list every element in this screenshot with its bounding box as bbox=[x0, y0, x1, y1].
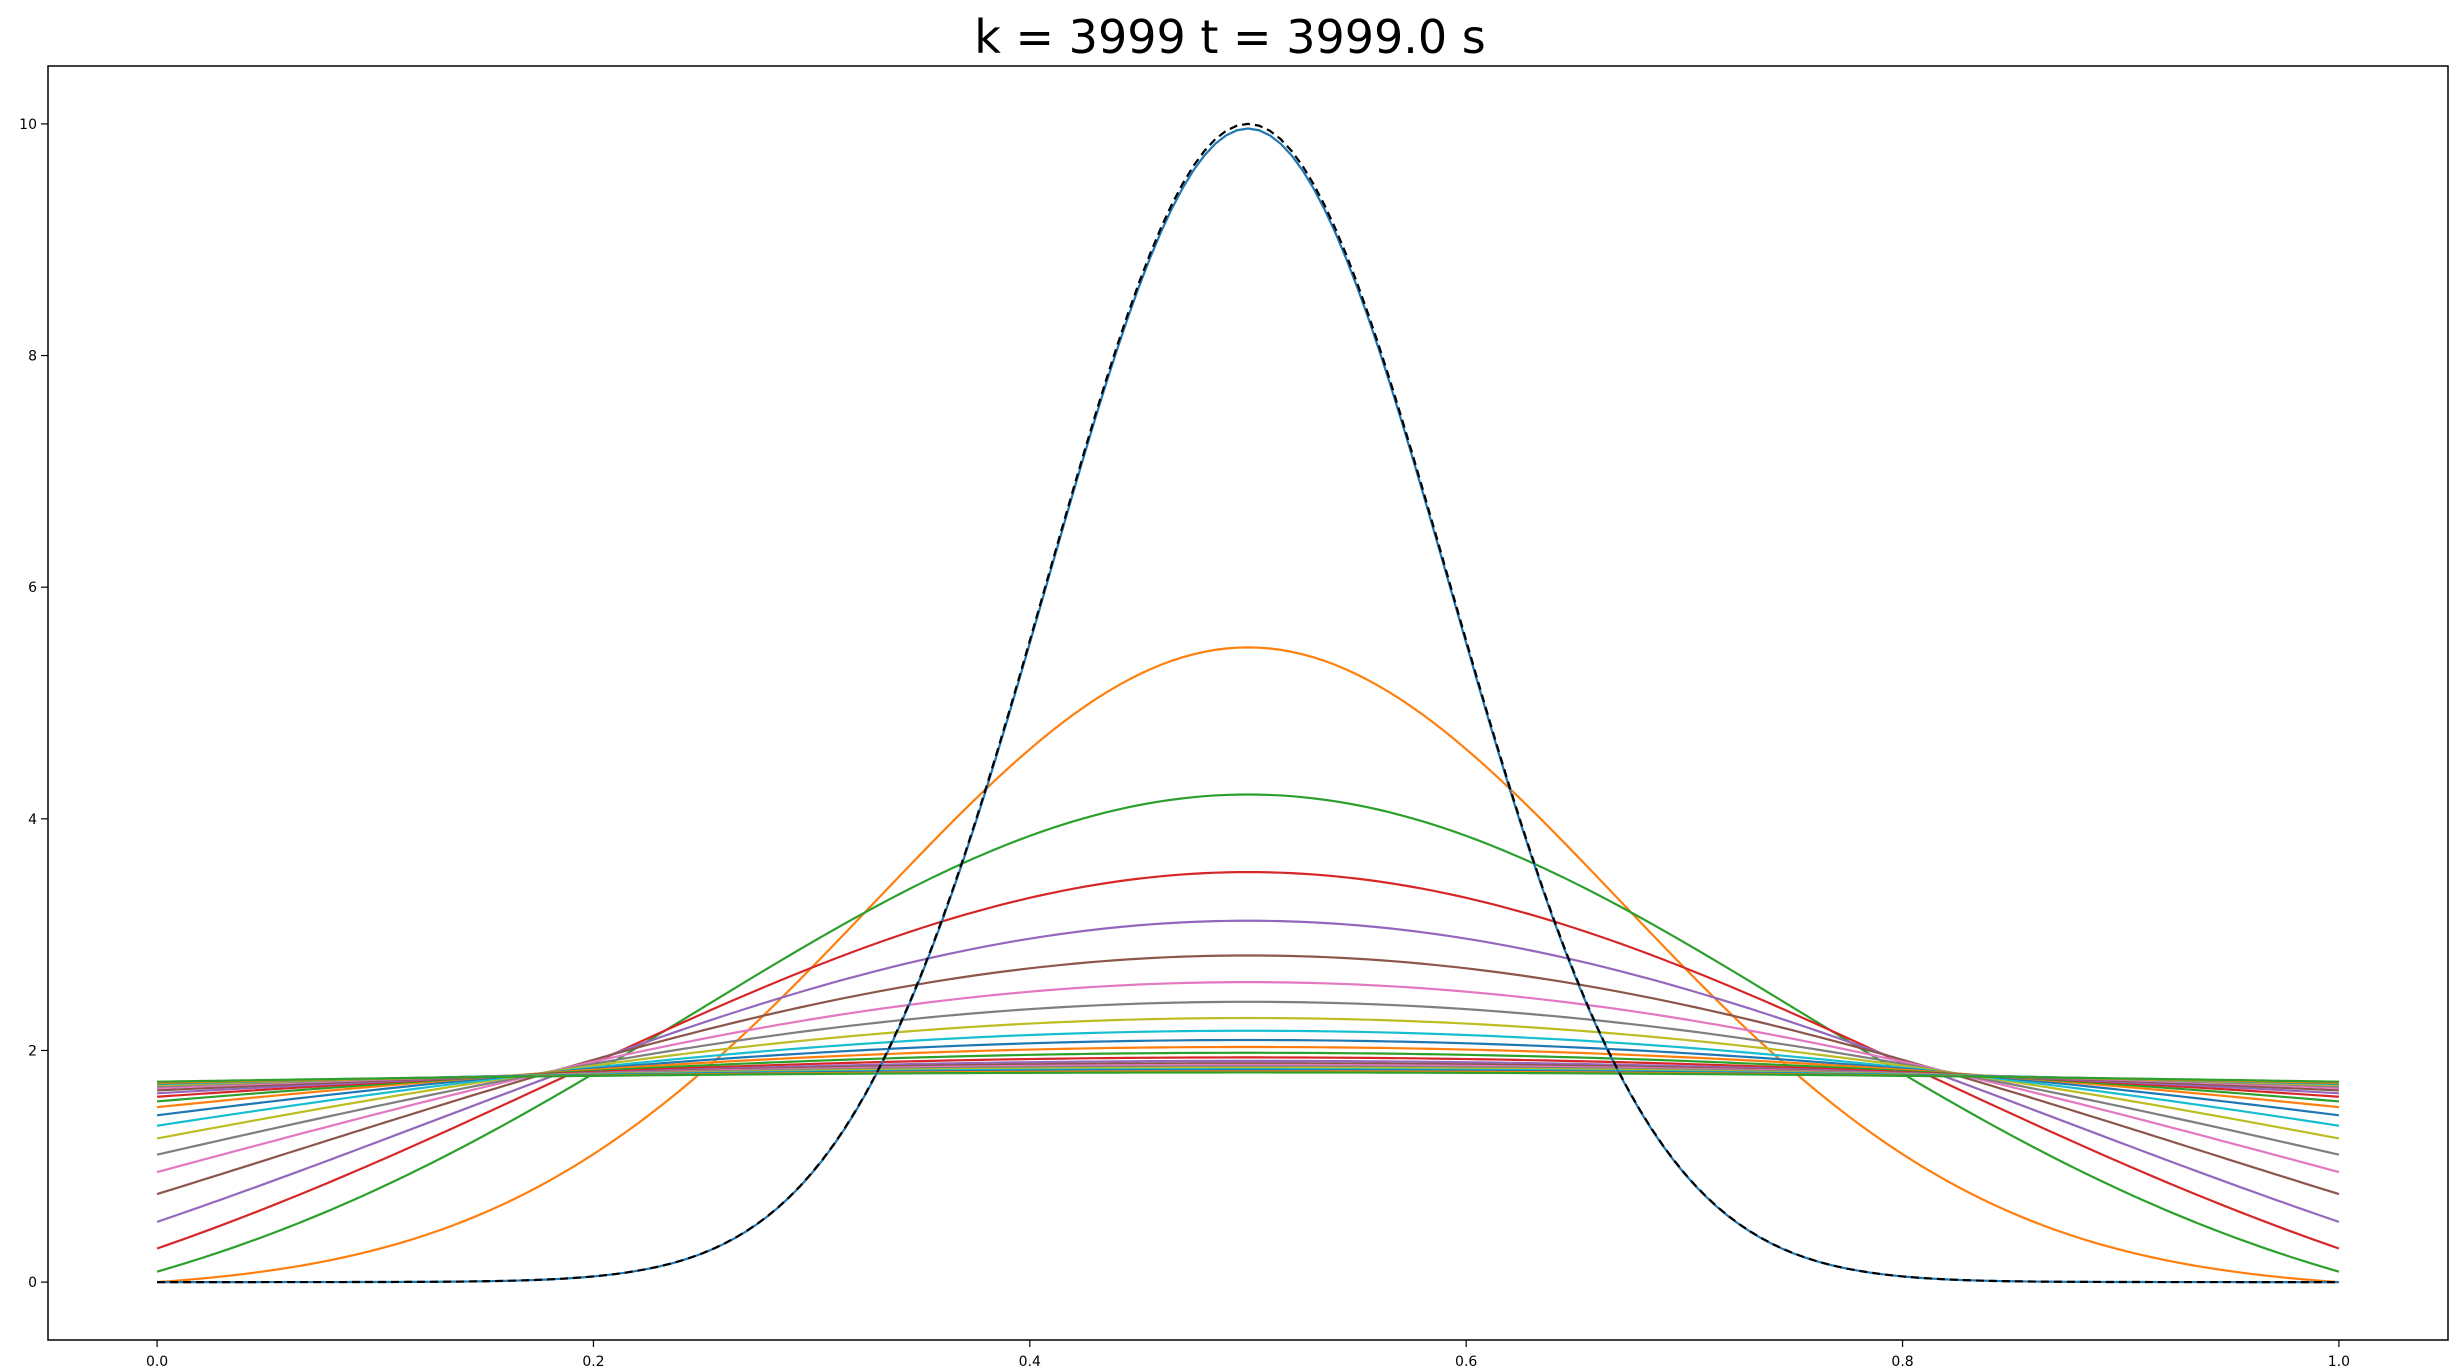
series-line-2 bbox=[156, 793, 2340, 1273]
x-tick-label: 0.4 bbox=[1019, 1354, 1041, 1370]
series-line-3 bbox=[156, 870, 2340, 1250]
plot-frame bbox=[47, 65, 2449, 1341]
series-line-22 bbox=[157, 1071, 2339, 1083]
series-layer bbox=[156, 127, 2340, 1284]
series-line-5 bbox=[156, 954, 2340, 1196]
y-tick-label: 6 bbox=[28, 580, 37, 596]
x-tick-label: 0.8 bbox=[1891, 1354, 1913, 1370]
x-tick-label: 0.6 bbox=[1455, 1354, 1477, 1370]
reference-dashed-line bbox=[157, 122, 2339, 1284]
y-axis: 0 2 4 6 8 10 bbox=[19, 117, 48, 1291]
y-tick-label: 2 bbox=[28, 1043, 37, 1059]
series-line-6 bbox=[156, 981, 2340, 1174]
chart-title: k = 3999 t = 3999.0 s bbox=[974, 10, 1486, 64]
x-tick-label: 0.0 bbox=[146, 1354, 168, 1370]
y-tick-label: 8 bbox=[28, 349, 37, 365]
y-tick-label: 4 bbox=[28, 812, 37, 828]
x-axis: 0.0 0.2 0.4 0.6 0.8 1.0 bbox=[146, 1340, 2350, 1370]
x-tick-label: 0.2 bbox=[582, 1354, 604, 1370]
series-line-4 bbox=[156, 919, 2340, 1223]
reference-layer bbox=[157, 122, 2339, 1284]
y-tick-label: 10 bbox=[19, 117, 37, 133]
series-line-0 bbox=[157, 127, 2339, 1284]
series-line-1 bbox=[157, 646, 2339, 1284]
y-tick-label: 0 bbox=[28, 1275, 37, 1291]
x-tick-label: 1.0 bbox=[2328, 1354, 2350, 1370]
